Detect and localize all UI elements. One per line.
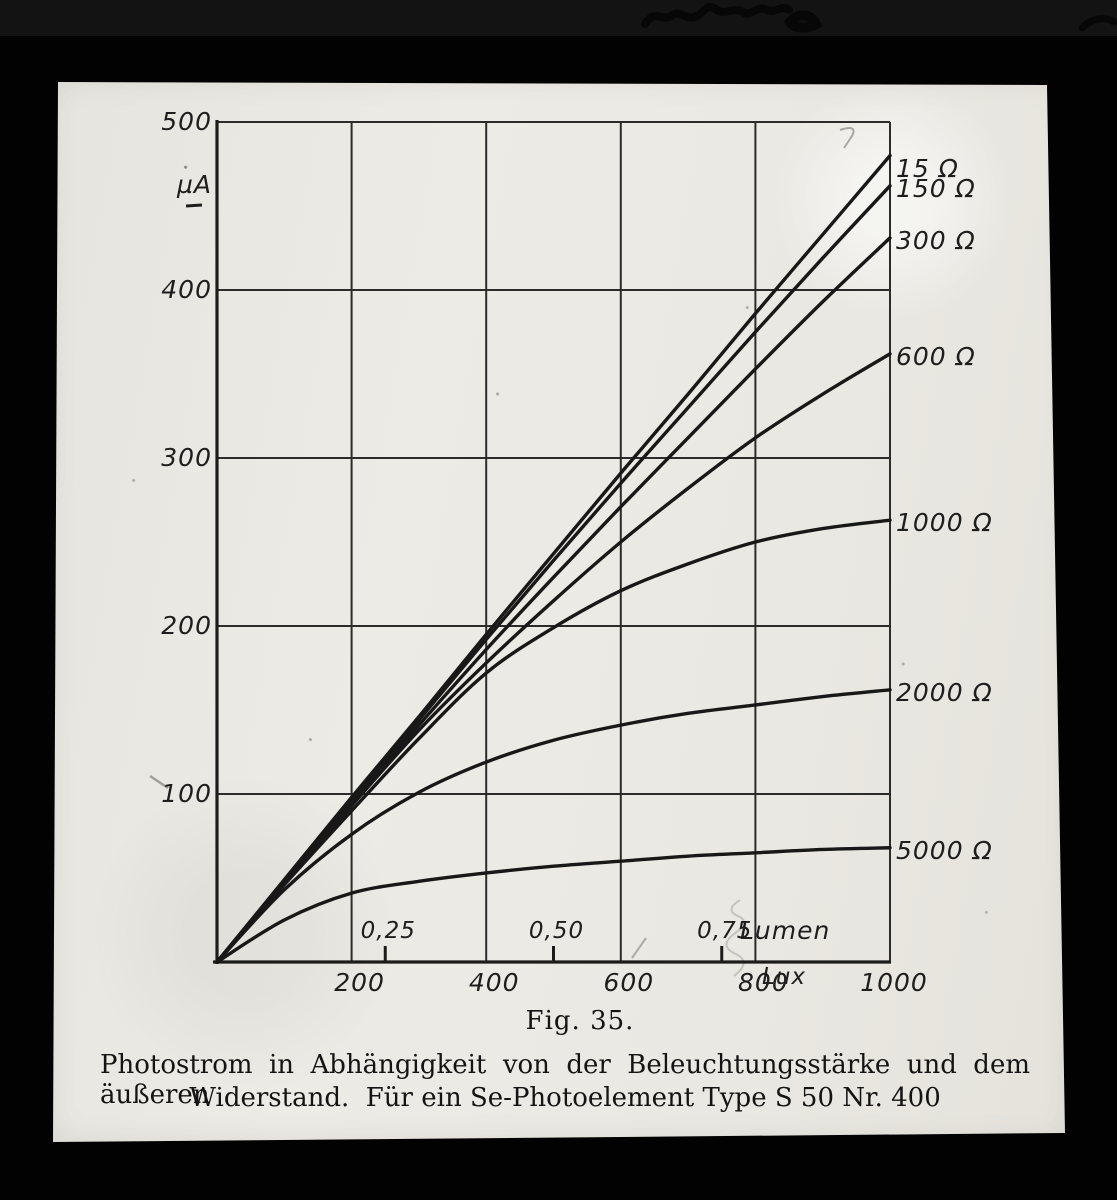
x-tick-label-800: 800 — [738, 968, 789, 997]
handwriting-stroke-1 — [641, 3, 793, 28]
chart-plot — [149, 120, 892, 977]
curve-label-2000-ohm: 2000 Ω — [896, 677, 993, 707]
x-axis-lumen-label: Lumen — [740, 916, 831, 945]
slide-mount-top-strip — [0, 0, 1117, 36]
x-tick-label-400: 400 — [468, 968, 520, 997]
curve-5000-ohm — [215, 846, 892, 964]
y-tick-label-100: 100 — [161, 779, 212, 808]
x-tick-label-600: 600 — [603, 968, 655, 997]
handwriting-stroke-2 — [783, 10, 823, 33]
scan-artifact-pencil-7 — [839, 127, 855, 149]
lumen-tick-label-0.75: 0,75 — [697, 918, 753, 944]
curve-label-300-ohm: 300 Ω — [896, 225, 976, 255]
curve-label-600-ohm: 600 Ω — [896, 341, 976, 371]
lumen-tick-label-0.5: 0,50 — [528, 918, 585, 944]
x-tick-label-200: 200 — [334, 968, 385, 997]
curve-label-15-ohm: 15 Ω — [896, 153, 959, 183]
scan-artifact-slash — [631, 937, 647, 959]
figure-number: Fig. 35. — [525, 1006, 635, 1036]
y-tick-label-200: 200 — [161, 611, 212, 640]
x-axis-lux-label: Lux — [762, 964, 807, 990]
y-tick-label-400: 400 — [161, 275, 212, 304]
curve-label-1000-ohm: 1000 Ω — [896, 508, 993, 538]
caption-line-2: Widerstand. Für ein Se-Photoelement Type… — [189, 1083, 941, 1113]
y-tick-label-500: 500 — [161, 107, 212, 136]
curve-label-150-ohm: 150 Ω — [896, 173, 976, 203]
slide-paper: µA Lumen Lux 100 200 300 400 500 200 400 600 80… — [53, 82, 1065, 1142]
handwriting-stroke-3 — [1078, 15, 1117, 32]
curve-15-ohm — [215, 153, 892, 964]
y-axis-unit-label: µA — [176, 170, 212, 199]
scan-artifact-smudge — [725, 899, 745, 977]
handwriting-mark — [641, 3, 1117, 33]
y-tick-label-300: 300 — [161, 443, 212, 472]
scan-artifact-dash — [149, 774, 169, 790]
curve-1000-ohm — [215, 518, 892, 964]
curve-label-5000-ohm: 5000 Ω — [896, 835, 993, 865]
lumen-tick-label-0.25: 0,25 — [360, 918, 416, 944]
caption-line-1: Photostrom in Abhängigkeit von der Beleu… — [100, 1050, 1030, 1110]
curve-2000-ohm — [215, 688, 892, 964]
curve-300-ohm — [215, 236, 892, 964]
x-tick-label-1000: 1000 — [860, 968, 928, 997]
curve-600-ohm — [215, 352, 892, 964]
